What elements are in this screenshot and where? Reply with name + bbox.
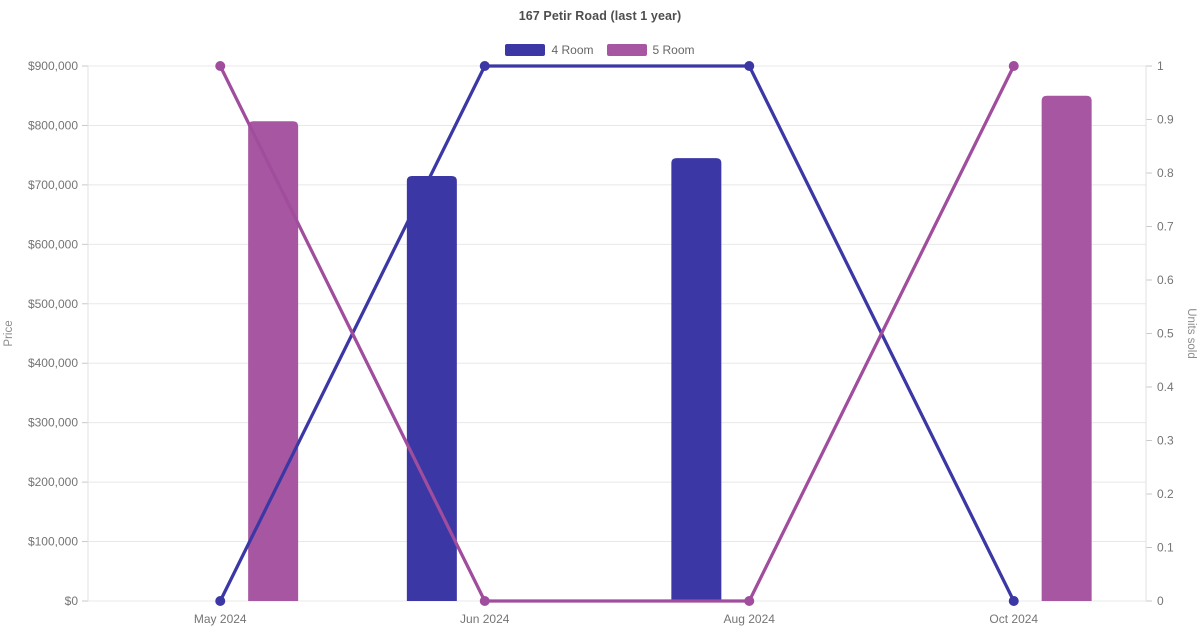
y-left-tick-label: $900,000 xyxy=(28,59,78,73)
units-point-5-room-aug-2024[interactable] xyxy=(744,596,755,606)
legend-swatch-4-room-icon xyxy=(505,44,546,56)
y-left-tick-label: $600,000 xyxy=(28,237,78,251)
x-tick-label-may-2024: May 2024 xyxy=(194,612,247,626)
y-right-axis-title: Units sold xyxy=(1185,308,1197,359)
y-left-tick-label: $400,000 xyxy=(28,356,78,370)
x-tick-label-oct-2024: Oct 2024 xyxy=(989,612,1038,626)
chart-legend: 4 Room 5 Room xyxy=(0,43,1200,57)
price-bar-4-room-aug-2024[interactable] xyxy=(671,158,722,601)
y-right-tick-label: 0.1 xyxy=(1157,541,1174,555)
y-right-tick-label: 0 xyxy=(1157,594,1164,608)
units-point-5-room-may-2024[interactable] xyxy=(215,61,226,71)
y-left-tick-label: $0 xyxy=(65,594,79,608)
y-left-tick-label: $800,000 xyxy=(28,118,78,132)
units-point-5-room-jun-2024[interactable] xyxy=(479,596,490,606)
y-left-tick-label: $700,000 xyxy=(28,178,78,192)
units-point-4-room-oct-2024[interactable] xyxy=(1008,596,1019,606)
y-left-tick-label: $200,000 xyxy=(28,475,78,489)
legend-swatch-5-room-icon xyxy=(606,44,647,56)
x-tick-label-aug-2024: Aug 2024 xyxy=(724,612,776,626)
y-right-tick-label: 0.8 xyxy=(1157,166,1174,180)
y-left-axis-title: Price xyxy=(3,320,15,346)
y-left-tick-label: $500,000 xyxy=(28,297,78,311)
y-right-tick-label: 1 xyxy=(1157,59,1164,73)
y-right-tick-label: 0.4 xyxy=(1157,380,1174,394)
chart-title: 167 Petir Road (last 1 year) xyxy=(518,9,682,23)
y-right-tick-label: 0.9 xyxy=(1157,113,1174,127)
units-line-4-room xyxy=(218,64,1016,603)
legend-label-5-room: 5 Room xyxy=(652,43,695,57)
price-bar-5-room-may-2024[interactable] xyxy=(248,121,299,602)
units-line-5-room xyxy=(218,64,1016,603)
y-left-tick-label: $100,000 xyxy=(28,535,78,549)
y-right-tick-label: 0.2 xyxy=(1157,487,1174,501)
units-point-4-room-may-2024[interactable] xyxy=(215,596,226,606)
y-right-tick-label: 0.7 xyxy=(1157,220,1174,234)
y-right-tick-label: 0.6 xyxy=(1157,273,1174,287)
legend-item-4-room[interactable]: 4 Room xyxy=(505,43,594,57)
units-point-4-room-jun-2024[interactable] xyxy=(479,61,490,71)
y-right-tick-label: 0.5 xyxy=(1157,327,1174,341)
price-bar-4-room-jun-2024[interactable] xyxy=(406,175,457,601)
units-point-4-room-aug-2024[interactable] xyxy=(744,61,755,71)
legend-label-4-room: 4 Room xyxy=(551,43,594,57)
y-right-tick-label: 0.3 xyxy=(1157,434,1174,448)
units-point-5-room-oct-2024[interactable] xyxy=(1008,61,1019,71)
y-left-tick-label: $300,000 xyxy=(28,416,78,430)
legend-item-5-room[interactable]: 5 Room xyxy=(606,43,695,57)
x-tick-label-jun-2024: Jun 2024 xyxy=(460,612,510,626)
price-bar-5-room-oct-2024[interactable] xyxy=(1041,95,1092,601)
